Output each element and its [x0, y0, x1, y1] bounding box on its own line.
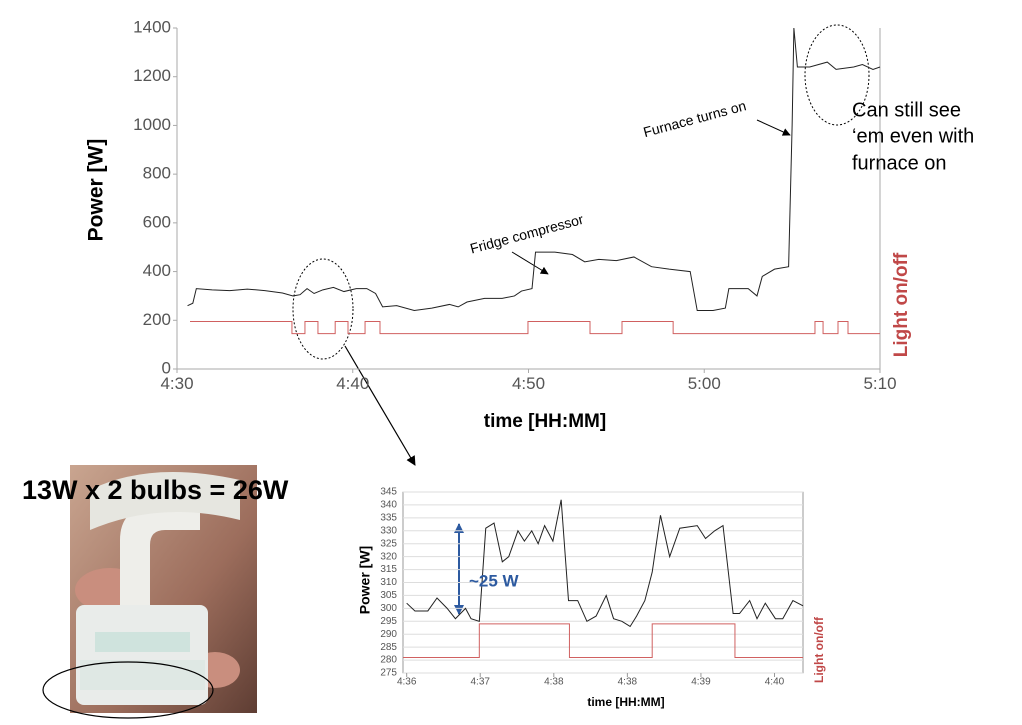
y-tick-label: 320 — [380, 551, 397, 562]
x-tick-label: 4:40 — [336, 374, 369, 393]
x-tick-label: 4:30 — [160, 374, 193, 393]
annotation: ~25 W — [469, 571, 520, 590]
y-tick-label: 300 — [380, 603, 397, 614]
y-tick-label: 325 — [380, 538, 397, 549]
series-line — [190, 321, 880, 335]
x-tick-label: 4:37 — [471, 677, 491, 688]
y-tick-label: 315 — [380, 564, 397, 575]
y-tick-label: 330 — [380, 525, 397, 536]
x-tick-label: 5:00 — [688, 374, 721, 393]
y-tick-label: 0 — [162, 358, 171, 377]
annotation: Furnace turns on — [641, 97, 747, 140]
x-tick-label: 4:36 — [397, 677, 417, 688]
y-tick-label: 280 — [380, 655, 397, 666]
y-tick-label: 345 — [380, 487, 397, 498]
series-line — [187, 27, 881, 312]
y-tick-label: 310 — [380, 577, 397, 588]
x-axis-title: time [HH:MM] — [587, 695, 664, 709]
x-axis-title: time [HH:MM] — [484, 411, 606, 432]
y-tick-label: 305 — [380, 590, 397, 601]
y-tick-label: 1400 — [133, 17, 171, 36]
caption: 13W x 2 bulbs = 26W — [22, 475, 289, 505]
x-tick-label: 4:38 — [618, 677, 638, 688]
y-tick-label: 400 — [143, 261, 171, 280]
y2-axis-title: Light on/off — [812, 616, 826, 683]
x-tick-label: 4:39 — [691, 677, 711, 688]
y-tick-label: 200 — [143, 310, 171, 329]
y-tick-label: 290 — [380, 629, 397, 640]
x-tick-label: 4:50 — [512, 374, 545, 393]
annotation: ‘em even with — [852, 125, 974, 147]
highlight-ellipse — [292, 258, 354, 360]
annotation: Fridge compressor — [468, 211, 585, 257]
annotation: furnace on — [852, 152, 947, 174]
y-tick-label: 1000 — [133, 115, 171, 134]
bulb-photo — [42, 465, 257, 719]
annotation-arrow — [756, 119, 791, 136]
series-line — [406, 499, 804, 628]
highlight-ellipse — [804, 24, 870, 126]
y-tick-label: 275 — [380, 668, 397, 679]
annotation: Can still see — [852, 99, 961, 121]
x-tick-label: 4:40 — [765, 677, 785, 688]
zoom-arrow — [344, 345, 416, 466]
series-line — [403, 623, 803, 658]
annotation-arrow — [511, 251, 549, 275]
y-tick-label: 335 — [380, 512, 397, 523]
y-tick-label: 800 — [143, 164, 171, 183]
y-axis-title: Power [W] — [85, 139, 108, 242]
x-tick-label: 5:10 — [863, 374, 896, 393]
y-tick-label: 340 — [380, 500, 397, 511]
y-tick-label: 600 — [143, 212, 171, 231]
y-axis-title: Power [W] — [357, 546, 373, 614]
y-tick-label: 1200 — [133, 66, 171, 85]
y2-axis-title: Light on/off — [891, 252, 912, 357]
y-tick-label: 295 — [380, 616, 397, 627]
y-tick-label: 285 — [380, 642, 397, 653]
x-tick-label: 4:38 — [544, 677, 564, 688]
